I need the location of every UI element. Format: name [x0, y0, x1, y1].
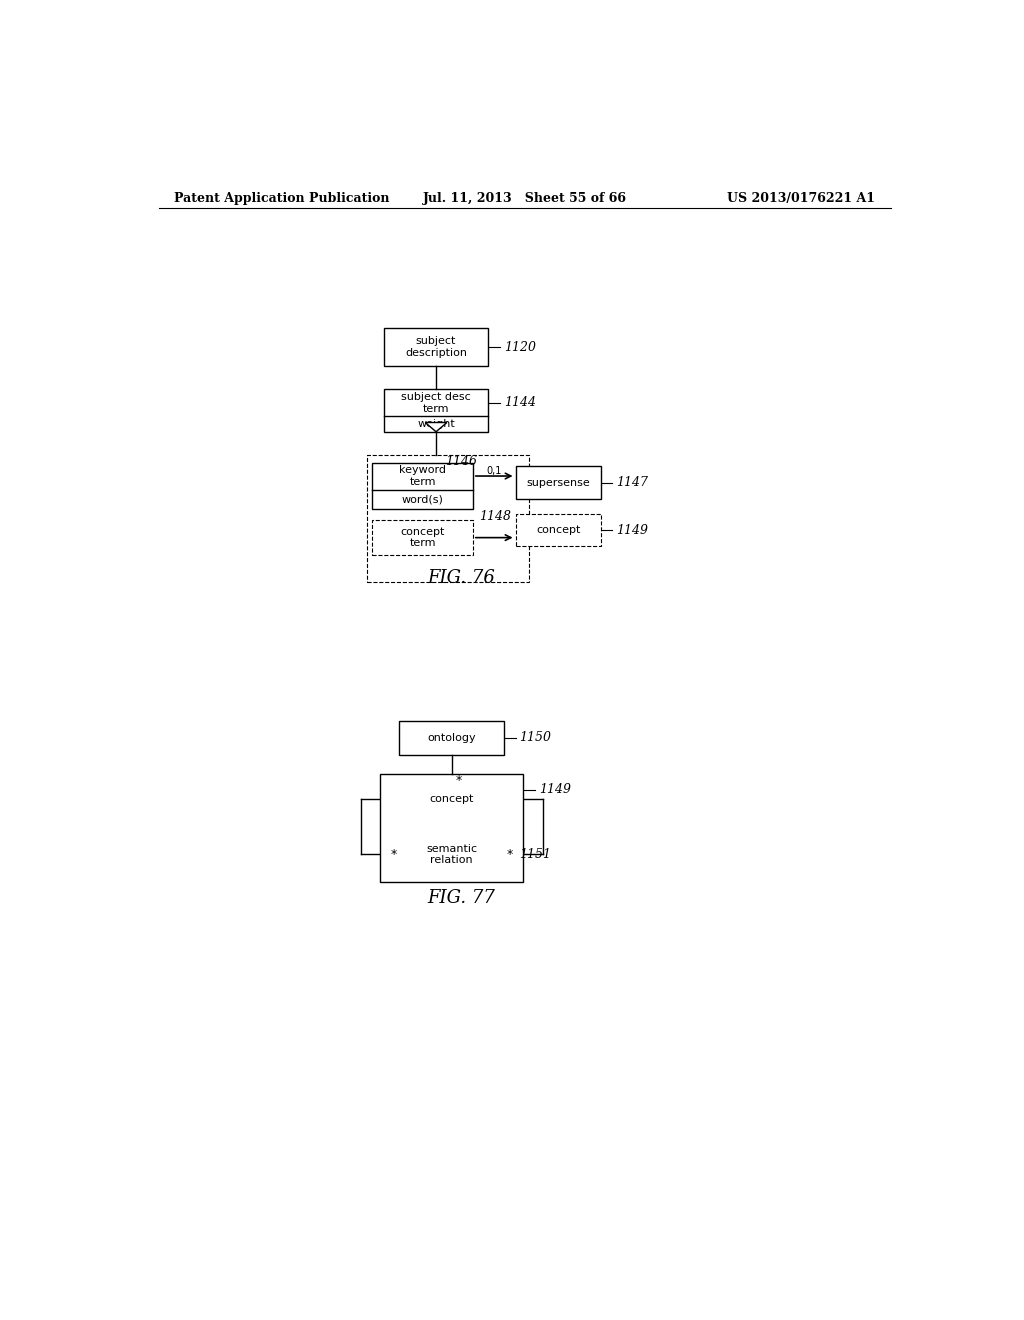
Text: *: *	[506, 847, 512, 861]
Text: US 2013/0176221 A1: US 2013/0176221 A1	[727, 191, 876, 205]
Text: FIG. 76: FIG. 76	[427, 569, 496, 587]
Text: concept: concept	[536, 525, 581, 536]
Text: subject desc
term: subject desc term	[401, 392, 471, 413]
Bar	[380, 775, 523, 882]
Bar	[399, 836, 504, 873]
Bar	[372, 520, 473, 554]
Text: semantic
relation: semantic relation	[426, 843, 477, 866]
Text: Patent Application Publication: Patent Application Publication	[174, 191, 390, 205]
Bar	[515, 466, 601, 499]
Text: *: *	[391, 847, 397, 861]
Text: subject
description: subject description	[406, 337, 467, 358]
Polygon shape	[425, 422, 446, 432]
Text: word(s): word(s)	[401, 494, 443, 504]
Text: Jul. 11, 2013   Sheet 55 of 66: Jul. 11, 2013 Sheet 55 of 66	[423, 191, 627, 205]
Text: 1120: 1120	[504, 341, 536, 354]
Text: keyword
term: keyword term	[399, 465, 446, 487]
Text: 1144: 1144	[504, 396, 536, 409]
Text: supersense: supersense	[526, 478, 590, 487]
Text: 1146: 1146	[445, 454, 477, 467]
Bar	[399, 781, 504, 817]
Text: 0,1: 0,1	[486, 466, 502, 477]
Text: *: *	[456, 774, 462, 787]
Bar	[372, 462, 473, 508]
Text: concept
term: concept term	[400, 527, 444, 548]
Bar	[384, 327, 488, 367]
Bar	[399, 721, 504, 755]
Text: FIG. 77: FIG. 77	[427, 888, 496, 907]
Text: 1147: 1147	[616, 477, 648, 490]
Text: 1151: 1151	[519, 847, 551, 861]
Text: 1150: 1150	[519, 731, 551, 744]
Text: concept: concept	[429, 795, 474, 804]
Text: 1149: 1149	[539, 783, 570, 796]
Bar	[515, 513, 601, 546]
Bar	[384, 389, 488, 432]
Text: 1149: 1149	[616, 524, 648, 537]
Text: 1148: 1148	[479, 510, 511, 523]
Bar	[367, 455, 529, 582]
Text: ontology: ontology	[427, 733, 476, 743]
Text: weight: weight	[417, 418, 455, 429]
